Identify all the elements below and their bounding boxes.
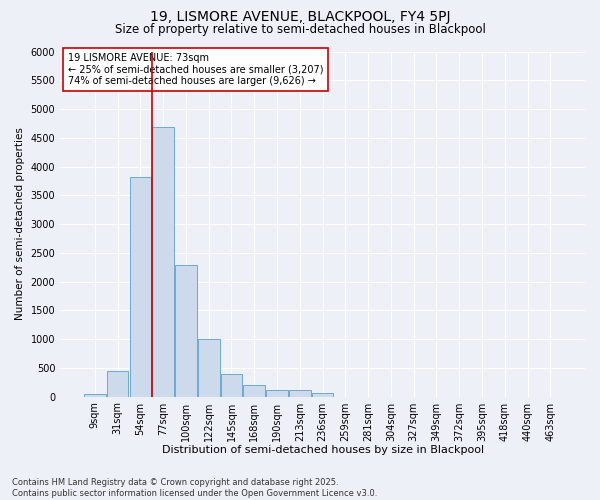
Bar bbox=[312, 392, 334, 396]
Bar bbox=[244, 384, 265, 396]
X-axis label: Distribution of semi-detached houses by size in Blackpool: Distribution of semi-detached houses by … bbox=[161, 445, 484, 455]
Bar bbox=[221, 374, 242, 396]
Bar bbox=[198, 339, 220, 396]
Text: 19 LISMORE AVENUE: 73sqm
← 25% of semi-detached houses are smaller (3,207)
74% o: 19 LISMORE AVENUE: 73sqm ← 25% of semi-d… bbox=[68, 53, 323, 86]
Text: 19, LISMORE AVENUE, BLACKPOOL, FY4 5PJ: 19, LISMORE AVENUE, BLACKPOOL, FY4 5PJ bbox=[150, 10, 450, 24]
Bar bbox=[107, 370, 128, 396]
Bar bbox=[289, 390, 311, 396]
Text: Size of property relative to semi-detached houses in Blackpool: Size of property relative to semi-detach… bbox=[115, 22, 485, 36]
Bar bbox=[84, 394, 106, 396]
Y-axis label: Number of semi-detached properties: Number of semi-detached properties bbox=[15, 128, 25, 320]
Text: Contains HM Land Registry data © Crown copyright and database right 2025.
Contai: Contains HM Land Registry data © Crown c… bbox=[12, 478, 377, 498]
Bar bbox=[266, 390, 288, 396]
Bar bbox=[175, 266, 197, 396]
Bar bbox=[152, 128, 174, 396]
Bar bbox=[130, 177, 151, 396]
